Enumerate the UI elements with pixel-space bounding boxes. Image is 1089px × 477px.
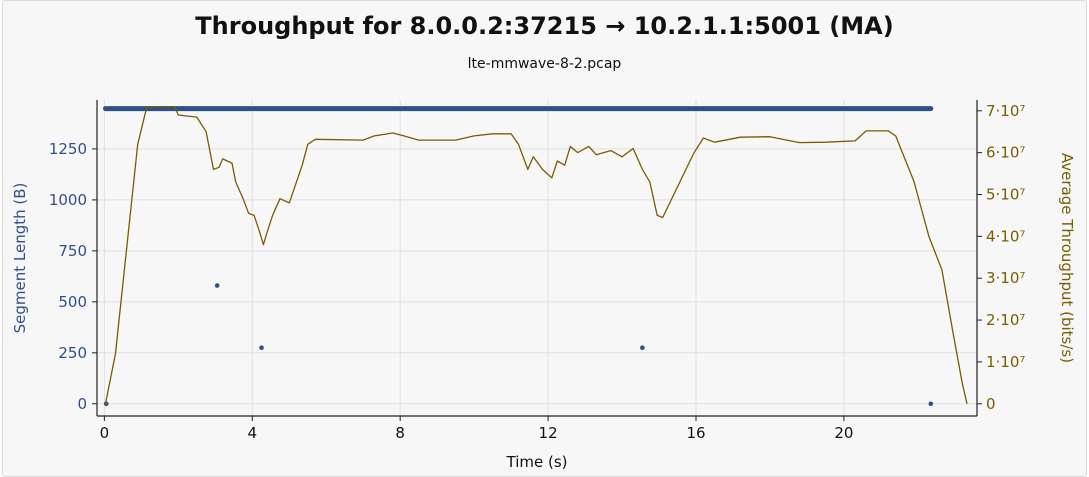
segment-point — [640, 345, 645, 351]
y-left-tick-label: 750 — [58, 242, 87, 260]
x-tick-label: 8 — [395, 424, 405, 442]
y-left-tick-label: 0 — [77, 395, 87, 413]
throughput-line — [104, 105, 968, 404]
x-tick-label: 0 — [100, 424, 110, 442]
y-right-tick-label: 3·10⁷ — [986, 269, 1025, 287]
x-tick-label: 20 — [834, 424, 853, 442]
y-right-tick-label: 2·10⁷ — [986, 311, 1025, 329]
grid — [97, 100, 977, 416]
y-left-tick-label: 500 — [58, 293, 87, 311]
y-right-tick-label: 0 — [986, 395, 996, 413]
y-right-tick-label: 6·10⁷ — [986, 144, 1025, 162]
segment-point — [928, 401, 934, 407]
chart-subtitle: lte-mmwave-8-2.pcap — [467, 56, 622, 72]
x-tick-label: 4 — [248, 424, 258, 442]
segment-point — [259, 345, 264, 351]
x-axis-label: Time (s) — [506, 453, 568, 471]
y-left-tick-label: 250 — [58, 344, 87, 362]
chart-title: Throughput for 8.0.0.2:37215 → 10.2.1.1:… — [195, 12, 894, 40]
y-right-tick-label: 7·10⁷ — [986, 102, 1025, 120]
axes: 0 4 8 12 16 20 0 250 500 750 1000 1250 0 1·10⁷ 2·10⁷ 3·… — [49, 100, 1025, 442]
y-left-tick-label: 1250 — [49, 140, 87, 158]
y-left-tick-label: 1000 — [49, 191, 87, 209]
x-tick-label: 16 — [686, 424, 705, 442]
segment-point — [214, 283, 220, 288]
y-right-tick-label: 1·10⁷ — [986, 353, 1025, 371]
y-axis-label-left: Segment Length (B) — [11, 183, 29, 334]
y-right-tick-label: 5·10⁷ — [986, 185, 1025, 203]
y-axis-label-right: Average Throughput (bits/s) — [1058, 153, 1076, 363]
plot-area — [103, 105, 968, 407]
x-tick-label: 12 — [539, 424, 558, 442]
y-right-tick-label: 4·10⁷ — [986, 227, 1025, 245]
